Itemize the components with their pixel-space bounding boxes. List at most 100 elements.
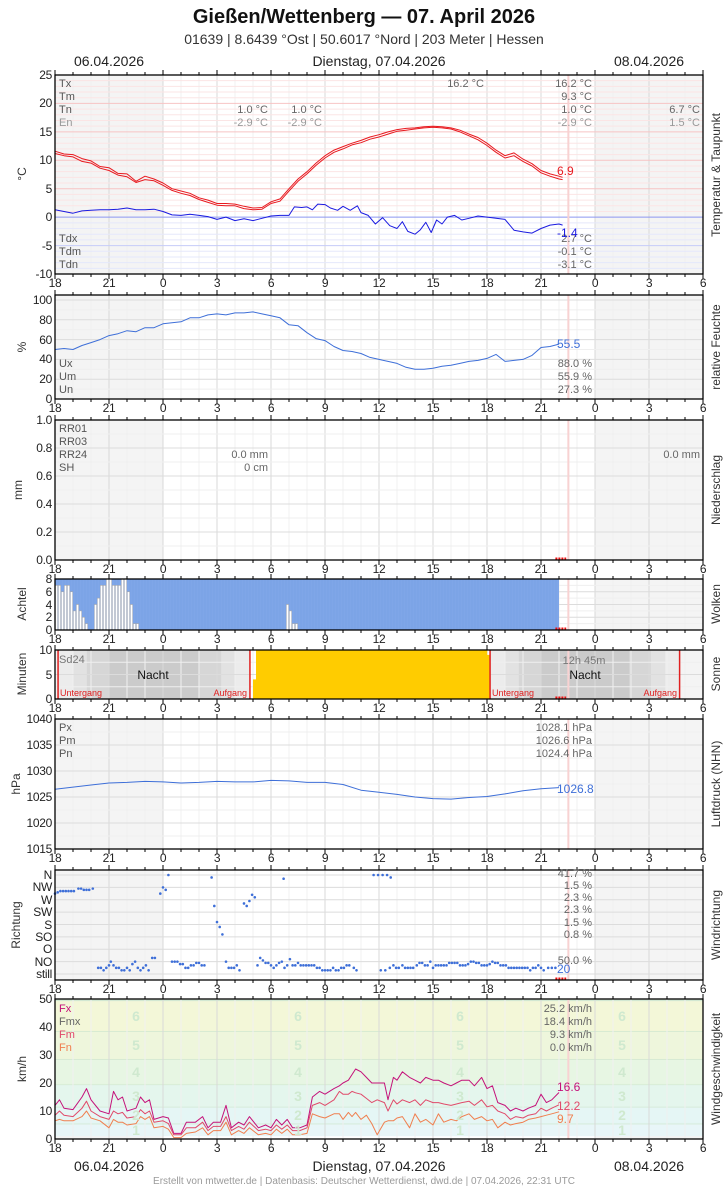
- wind-direction-point: [277, 961, 281, 965]
- beaufort-number-5: 5: [294, 1037, 302, 1054]
- sunshine-bar: [481, 650, 485, 699]
- sunshine-bar: [439, 650, 443, 699]
- wind-direction-point: [250, 893, 254, 897]
- wind-direction-point: [61, 889, 65, 893]
- wind-direction-point: [102, 968, 105, 972]
- wind-direction-point: [389, 876, 393, 879]
- wind-direction-point: [215, 920, 219, 924]
- wind-direction-point: [294, 964, 297, 967]
- date-next: 08.04.2026: [613, 53, 685, 69]
- sunshine-xtick-label: 9: [321, 701, 329, 715]
- legend-fm: Fm: [59, 1029, 75, 1041]
- wind_speed-xtick-label: 15: [426, 1141, 440, 1155]
- wind_direction-ytick-label: SW: [33, 905, 52, 920]
- sunshine-ytick-label: 5: [45, 667, 53, 682]
- sunshine-bar: [436, 650, 440, 699]
- wind_direction-plot: [53, 865, 704, 985]
- precipitation-xtick-label: 3: [645, 562, 653, 576]
- wind_direction-ytick-label: NW: [32, 880, 53, 895]
- precipitation-side-label: Niederschlag: [709, 454, 723, 526]
- pressure-xtick-label: 9: [321, 851, 329, 865]
- wind-direction-point: [176, 960, 179, 963]
- wind-direction-point: [170, 960, 174, 963]
- wind-direction-point: [107, 964, 111, 967]
- wind_direction-xtick-label: 21: [534, 982, 548, 996]
- sunshine-bar: [379, 650, 383, 699]
- wind_speed-ytick-label: 0: [45, 1132, 53, 1146]
- cloud-bar: [67, 585, 71, 631]
- wind-direction-point: [67, 889, 70, 893]
- stat-un: 27.3 %: [557, 384, 592, 396]
- wind-direction-point: [144, 964, 148, 967]
- sunshine-bar: [358, 650, 362, 699]
- wind-direction-point: [461, 964, 465, 967]
- wind_speed-ytick-label: 30: [39, 1048, 52, 1062]
- beaufort-number-6: 6: [618, 1007, 626, 1024]
- wind-direction-point: [415, 964, 419, 967]
- legend-sh: SH: [59, 462, 75, 474]
- sunshine-bar: [325, 650, 329, 699]
- cloud-bar: [292, 623, 296, 631]
- cloud-bar: [108, 578, 112, 631]
- wind-direction-point: [79, 887, 83, 890]
- wind-direction-point: [418, 961, 421, 965]
- wind-direction-point: [264, 961, 267, 965]
- sunshine-plot: [54, 645, 704, 704]
- sunshine-xtick-label: 6: [267, 701, 275, 715]
- wind_direction-xtick-label: 15: [426, 982, 440, 996]
- humidity-xtick-label: 6: [699, 401, 707, 415]
- clouds-xtick-label: 18: [48, 632, 62, 646]
- cloud-bar: [99, 585, 103, 631]
- wind-direction-point: [85, 888, 88, 892]
- precipitation-xtick-label: 3: [213, 562, 221, 576]
- sunshine-bar: [352, 650, 356, 699]
- wind_direction-ytick-label: NO: [34, 954, 53, 969]
- sunshine-bar: [259, 650, 263, 699]
- sunshine-bar: [475, 650, 479, 699]
- stat-tn: 1.0 °C: [561, 104, 592, 116]
- sunshine-xtick-label: 0: [591, 701, 599, 715]
- humidity-plot: [54, 290, 704, 404]
- wind-direction-point: [458, 964, 462, 967]
- sunshine-bar: [451, 650, 455, 699]
- sunshine-bar: [373, 650, 377, 699]
- pct-w: 2.3 %: [563, 892, 592, 904]
- wind_direction-xtick-label: 21: [102, 982, 116, 996]
- wind-direction-point: [112, 964, 115, 967]
- cloud-bar: [130, 604, 134, 631]
- humidity-xtick-label: 3: [645, 401, 653, 415]
- wind-direction-point: [213, 904, 216, 908]
- temperature-xtick-label: 18: [480, 276, 494, 290]
- beaufort-number-4: 4: [618, 1063, 626, 1080]
- cloud-bar: [114, 585, 118, 631]
- humidity-xtick-label: 0: [159, 401, 167, 415]
- humidity-xtick-label: 18: [48, 401, 62, 415]
- wind-direction-point: [230, 966, 233, 970]
- wind-direction-point: [403, 966, 407, 970]
- stat-px: 1028.1 hPa: [535, 722, 592, 734]
- pct-so: 0.8 %: [563, 929, 592, 941]
- wind-direction-point: [384, 968, 387, 972]
- sunshine-bar: [262, 650, 266, 699]
- temperature-xtick-label: 3: [645, 276, 653, 290]
- wind-direction-point: [235, 964, 239, 967]
- wind-direction-point: [242, 902, 246, 905]
- wind-direction-point: [352, 966, 356, 970]
- wind-direction-point: [392, 964, 395, 967]
- bottom-date-current: Dienstag, 07.04.2026: [312, 1158, 446, 1174]
- wind-direction-point: [210, 876, 213, 879]
- cloud-bar: [105, 578, 109, 631]
- wind-direction-point: [546, 966, 550, 970]
- stat-pm: 1026.6 hPa: [535, 735, 592, 747]
- wind-direction-point: [181, 962, 185, 966]
- cloud-bar: [57, 585, 62, 631]
- wind-direction-unit-label: Richtung: [9, 901, 23, 949]
- footer-credits: Erstellt von mtwetter.de | Datenbasis: D…: [153, 1176, 575, 1187]
- wind_direction-ytick-label: W: [40, 892, 52, 907]
- wind-direction-point: [445, 964, 448, 967]
- wind_direction-xtick-label: 12: [372, 982, 386, 996]
- precipitation-xtick-label: 12: [372, 562, 386, 576]
- wind-direction-point: [302, 964, 305, 967]
- pressure-ytick-label: 1030: [26, 764, 53, 778]
- wind_speed-ytick-label: 50: [39, 992, 52, 1006]
